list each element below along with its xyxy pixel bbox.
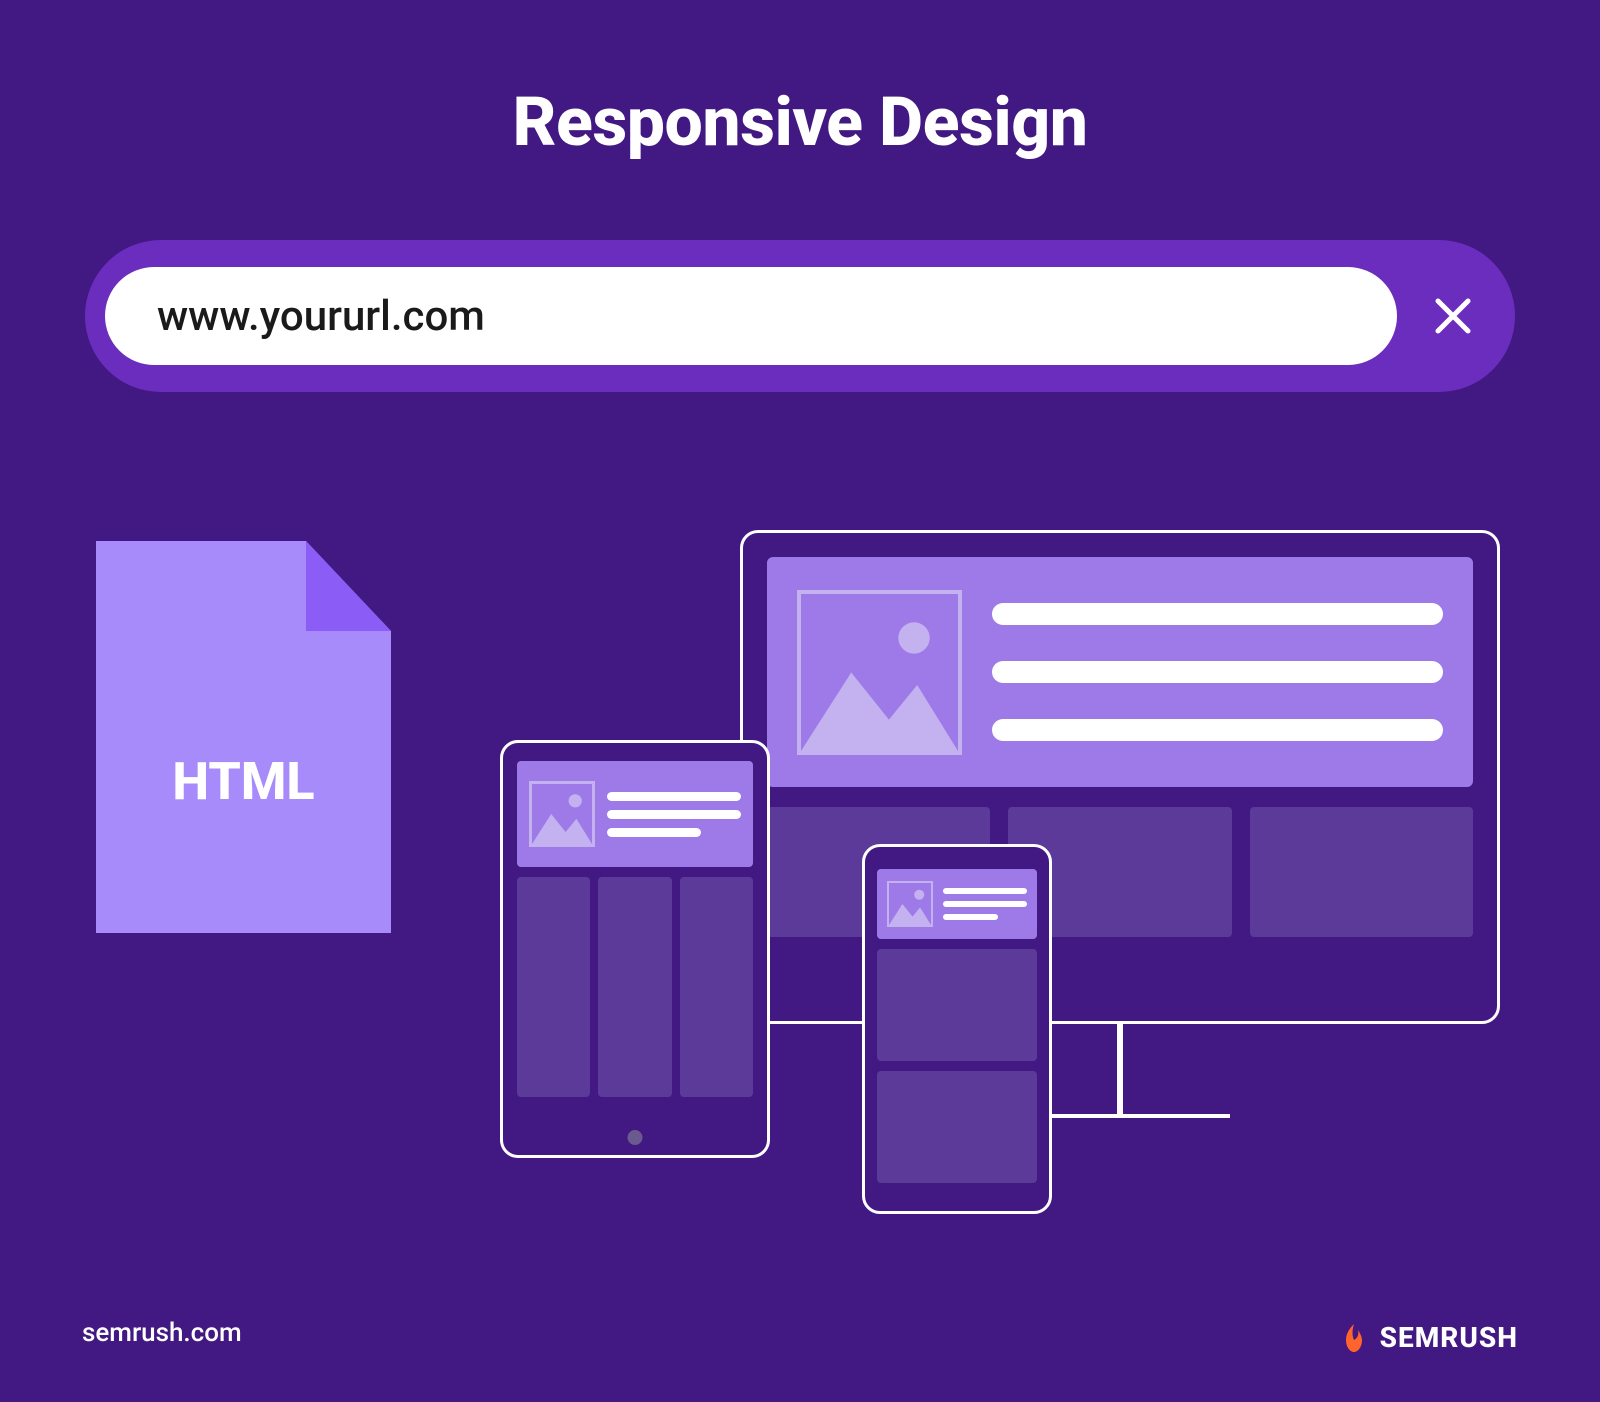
content-block: [517, 877, 590, 1097]
file-body: HTML: [96, 541, 391, 933]
brand-name: SEMRUSH: [1380, 1321, 1518, 1354]
url-input-field[interactable]: www.yoururl.com: [105, 267, 1397, 365]
tablet-home-button: [628, 1130, 643, 1145]
content-line: [943, 901, 1027, 907]
tablet-hero: [517, 761, 753, 867]
footer-brand: SEMRUSH: [1338, 1321, 1518, 1354]
monitor-image-placeholder: [797, 590, 962, 755]
image-icon: [801, 594, 958, 751]
image-icon: [532, 784, 592, 844]
phone-content-blocks: [877, 949, 1037, 1183]
close-button[interactable]: [1429, 292, 1477, 340]
html-file: HTML: [96, 541, 391, 933]
monitor-device: [740, 530, 1500, 1150]
phone-device: [862, 844, 1052, 1214]
monitor-stand: [1117, 1022, 1123, 1118]
content-line: [607, 828, 701, 837]
monitor-hero: [767, 557, 1473, 787]
phone-text-lines: [943, 888, 1027, 920]
content-block: [877, 1071, 1037, 1183]
monitor-screen: [740, 530, 1500, 1024]
content-block: [1250, 807, 1473, 937]
page-title: Responsive Design: [0, 82, 1600, 162]
tablet-image-placeholder: [529, 781, 595, 847]
content-line: [992, 719, 1443, 741]
content-line: [943, 914, 998, 920]
content-line: [992, 661, 1443, 683]
tablet-text-lines: [607, 792, 741, 837]
content-line: [943, 888, 1027, 894]
content-block: [680, 877, 753, 1097]
phone-image-placeholder: [887, 881, 933, 927]
infographic-canvas: Responsive Design www.yoururl.com HTML: [0, 0, 1600, 1402]
url-text: www.yoururl.com: [157, 292, 485, 341]
url-bar: www.yoururl.com: [85, 240, 1515, 392]
content-block: [877, 949, 1037, 1061]
tablet-content-blocks: [517, 877, 753, 1097]
semrush-flame-icon: [1338, 1322, 1370, 1354]
phone-hero: [877, 869, 1037, 939]
content-line: [992, 603, 1443, 625]
content-block: [598, 877, 671, 1097]
file-label: HTML: [96, 751, 391, 812]
devices-group: [500, 530, 1510, 1210]
footer-url: semrush.com: [82, 1318, 242, 1348]
close-icon: [1432, 295, 1474, 337]
monitor-text-lines: [992, 603, 1443, 741]
content-line: [607, 810, 741, 819]
image-icon: [889, 883, 931, 925]
tablet-device: [500, 740, 770, 1158]
content-line: [607, 792, 741, 801]
